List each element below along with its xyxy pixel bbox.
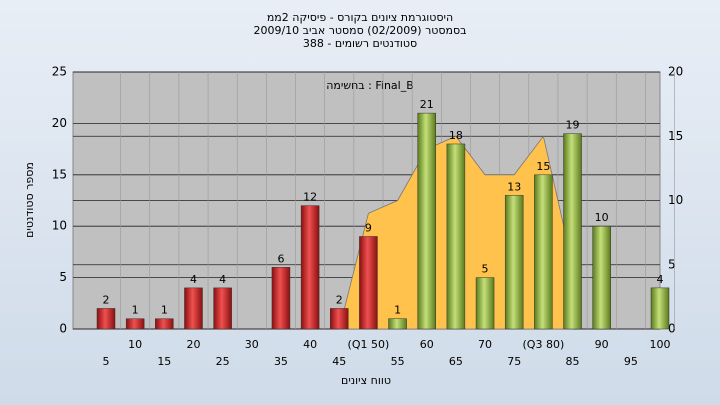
- bar: [125, 318, 145, 330]
- x-tick-label: 10: [128, 338, 142, 351]
- value-label: 6: [277, 252, 284, 265]
- x-tick-label: 55: [391, 355, 405, 368]
- value-label: 1: [394, 304, 401, 317]
- bar: [184, 287, 203, 330]
- bar: [446, 143, 466, 330]
- x-tick-label: 60: [420, 338, 434, 351]
- x-tick-label: 15: [157, 355, 171, 368]
- y2-tick-label: 5: [668, 257, 676, 271]
- chart-subtitle: סטודנטים רשומים - 388: [303, 37, 417, 50]
- bar: [592, 225, 611, 330]
- bar: [330, 308, 349, 330]
- value-label: 21: [420, 98, 434, 111]
- bar: [534, 174, 553, 330]
- value-label: 9: [365, 221, 372, 234]
- bar: [417, 112, 436, 330]
- value-label: 2: [103, 293, 110, 306]
- y-tick-label: 5: [59, 270, 67, 284]
- value-label: 10: [595, 211, 609, 224]
- x-tick-label: 95: [624, 355, 638, 368]
- bar: [359, 236, 378, 330]
- value-label: 4: [190, 273, 197, 286]
- y-tick-label: 25: [52, 65, 67, 79]
- bar: [650, 287, 670, 330]
- x-tick-label: 45: [332, 355, 346, 368]
- x-tick-label: 65: [449, 355, 463, 368]
- y2-tick-label: 0: [668, 322, 676, 336]
- y2-tick-label: 15: [668, 129, 683, 143]
- x-tick-label: 35: [274, 355, 288, 368]
- y-tick-label: 15: [52, 167, 67, 181]
- x-tick-label: 30: [245, 338, 259, 351]
- value-label: 4: [219, 273, 226, 286]
- bar: [388, 318, 407, 330]
- x-tick-label: 90: [595, 338, 609, 351]
- value-label: 12: [303, 191, 317, 204]
- y-tick-label: 10: [52, 219, 67, 233]
- value-label: 19: [566, 119, 580, 132]
- x-tick-label: 25: [216, 355, 230, 368]
- bar: [300, 205, 320, 330]
- x-axis-label: טווח ציונים: [341, 374, 391, 387]
- x-tick-label: (Q1 50): [348, 338, 390, 351]
- bar: [155, 318, 174, 330]
- bar: [475, 277, 495, 330]
- x-tick-label: 40: [303, 338, 317, 351]
- y2-tick-label: 10: [668, 193, 683, 207]
- y-tick-label: 0: [59, 322, 67, 336]
- bar: [96, 308, 116, 330]
- annotation: בחשימה : Final_B: [326, 79, 414, 92]
- x-tick-label: 5: [103, 355, 110, 368]
- bar: [563, 133, 582, 330]
- value-label: 13: [507, 180, 521, 193]
- x-tick-label: 70: [478, 338, 492, 351]
- x-tick-label: 100: [650, 338, 671, 351]
- value-label: 5: [482, 263, 489, 276]
- value-label: 18: [449, 129, 463, 142]
- value-label: 15: [536, 160, 550, 173]
- bar: [271, 267, 291, 330]
- value-label: 1: [132, 304, 139, 317]
- x-tick-label: 85: [566, 355, 580, 368]
- x-tick-label: 75: [507, 355, 521, 368]
- value-label: 2: [336, 293, 343, 306]
- x-tick-label: (Q3 80): [523, 338, 565, 351]
- bar: [213, 287, 232, 330]
- value-label: 1: [161, 304, 168, 317]
- y-axis-label: מספר סטודנטים: [23, 162, 36, 238]
- x-tick-label: 20: [186, 338, 200, 351]
- chart-subtitle: בסמסטר (02/2009) סמסטר אביב 2009/10: [253, 24, 466, 37]
- y-tick-label: 20: [52, 116, 67, 130]
- y2-tick-label: 20: [668, 65, 683, 79]
- chart-title: היסטוגרמת ציונים בקורס - פיסיקה 2ממ: [267, 11, 453, 24]
- value-label: 4: [657, 273, 664, 286]
- bar: [504, 195, 524, 330]
